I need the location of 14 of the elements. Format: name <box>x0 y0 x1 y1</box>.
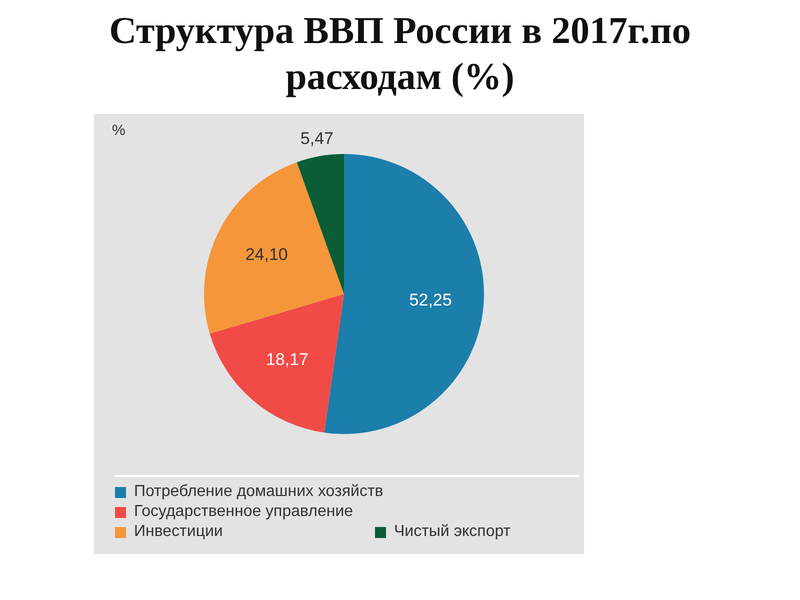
chart-title: Структура ВВП России в 2017г.по расходам (%) <box>108 9 692 100</box>
data-label: 5,47 <box>300 128 334 148</box>
legend-label: Чистый экспорт <box>394 523 511 541</box>
pie-slice <box>210 294 344 433</box>
data-label: 52,25 <box>409 290 452 310</box>
legend-label: Потребление домашних хозяйств <box>134 483 384 501</box>
pie-slice <box>324 154 484 434</box>
pie-slice <box>296 154 344 294</box>
data-label: 18,17 <box>266 350 309 370</box>
data-label: 24,10 <box>245 245 288 264</box>
legend-label: Инвестиции <box>134 523 223 541</box>
text: % <box>112 122 126 139</box>
legend-label: Государственное управление <box>134 503 354 521</box>
pie-slice <box>204 162 344 334</box>
